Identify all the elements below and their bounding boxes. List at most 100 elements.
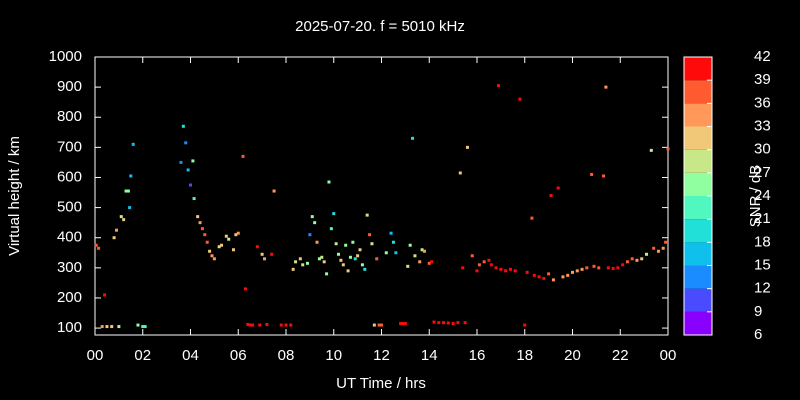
data-point — [205, 240, 209, 244]
data-point — [525, 270, 529, 274]
data-point — [227, 237, 231, 241]
data-point — [97, 246, 101, 250]
colorbar-band — [684, 80, 712, 104]
data-point — [451, 322, 455, 326]
data-point — [196, 215, 200, 219]
x-tick-label: 22 — [612, 347, 629, 364]
colorbar-tick-label: 33 — [754, 117, 771, 134]
data-point — [487, 258, 491, 262]
data-point — [496, 84, 500, 88]
data-point — [114, 228, 118, 232]
data-point — [420, 248, 424, 252]
data-point — [575, 269, 579, 273]
data-point — [604, 85, 608, 89]
colorbar-band — [684, 242, 712, 266]
colorbar-tick-label: 39 — [754, 71, 771, 88]
data-point — [231, 248, 235, 252]
data-point — [337, 252, 341, 256]
data-point — [556, 186, 560, 190]
data-point — [315, 240, 319, 244]
data-point — [128, 206, 132, 210]
y-tick-label: 600 — [57, 168, 82, 185]
data-point — [635, 258, 639, 262]
colorbar-tick-label: 15 — [754, 256, 771, 273]
data-point — [549, 194, 553, 198]
data-point — [301, 263, 305, 267]
data-point — [372, 323, 376, 327]
colorbar-tick-label: 21 — [754, 210, 771, 227]
data-point — [465, 145, 469, 149]
data-point — [131, 142, 135, 146]
data-point — [413, 254, 417, 258]
data-point — [291, 267, 295, 271]
data-point — [179, 160, 183, 164]
colorbar-band — [684, 219, 712, 243]
data-point — [446, 321, 450, 325]
data-point — [100, 325, 104, 329]
x-tick-label: 00 — [660, 347, 677, 364]
data-point — [363, 267, 367, 271]
data-point — [198, 221, 202, 225]
x-tick-label: 16 — [469, 347, 486, 364]
x-tick-label: 18 — [516, 347, 533, 364]
data-point — [430, 260, 434, 264]
data-point — [310, 215, 314, 219]
data-point — [236, 231, 240, 235]
data-point — [260, 252, 264, 256]
data-point — [640, 257, 644, 261]
data-point — [542, 276, 546, 280]
data-point — [461, 266, 465, 270]
data-point — [191, 159, 195, 163]
data-point — [224, 234, 228, 238]
data-point — [606, 266, 610, 270]
y-tick-label: 800 — [57, 108, 82, 125]
colorbar-tick-label: 12 — [754, 280, 771, 297]
data-point — [368, 233, 372, 237]
x-axis-label: UT Time / hrs — [336, 375, 426, 392]
data-point — [186, 168, 190, 172]
data-point — [513, 269, 517, 273]
data-point — [334, 242, 338, 246]
data-point — [212, 257, 216, 261]
data-point — [630, 257, 634, 261]
data-point — [289, 323, 293, 327]
data-point — [403, 322, 407, 326]
data-point — [358, 248, 362, 252]
colorbar-band — [684, 126, 712, 150]
data-point — [234, 233, 238, 237]
data-point — [537, 275, 541, 279]
colorbar-tick-label: 6 — [754, 326, 762, 343]
data-point — [329, 227, 333, 231]
data-point — [566, 273, 570, 277]
y-tick-label: 500 — [57, 199, 82, 216]
data-point — [470, 254, 474, 258]
data-point — [103, 293, 107, 297]
data-point — [592, 264, 596, 268]
data-point — [463, 321, 467, 325]
data-point — [360, 263, 364, 267]
data-point — [437, 321, 441, 325]
data-point — [585, 266, 589, 270]
data-point — [327, 180, 331, 184]
data-point — [346, 269, 350, 273]
data-point — [126, 189, 130, 193]
colorbar-band — [684, 311, 712, 335]
data-point — [504, 269, 508, 273]
data-point — [666, 147, 670, 151]
data-point — [489, 263, 493, 267]
data-point — [499, 267, 503, 271]
data-point — [602, 174, 606, 178]
colorbar-tick-label: 42 — [754, 48, 771, 65]
colorbar-band — [684, 57, 712, 81]
data-point — [649, 148, 653, 152]
chart-title: 2025-07-20. f = 5010 kHz — [295, 18, 465, 35]
data-point — [645, 252, 649, 256]
data-point — [105, 325, 109, 329]
colorbar-tick-label: 36 — [754, 94, 771, 111]
data-point — [305, 261, 309, 265]
data-point — [482, 260, 486, 264]
data-point — [189, 183, 192, 187]
data-point — [356, 254, 360, 258]
data-point — [117, 325, 121, 329]
data-point — [475, 269, 479, 273]
